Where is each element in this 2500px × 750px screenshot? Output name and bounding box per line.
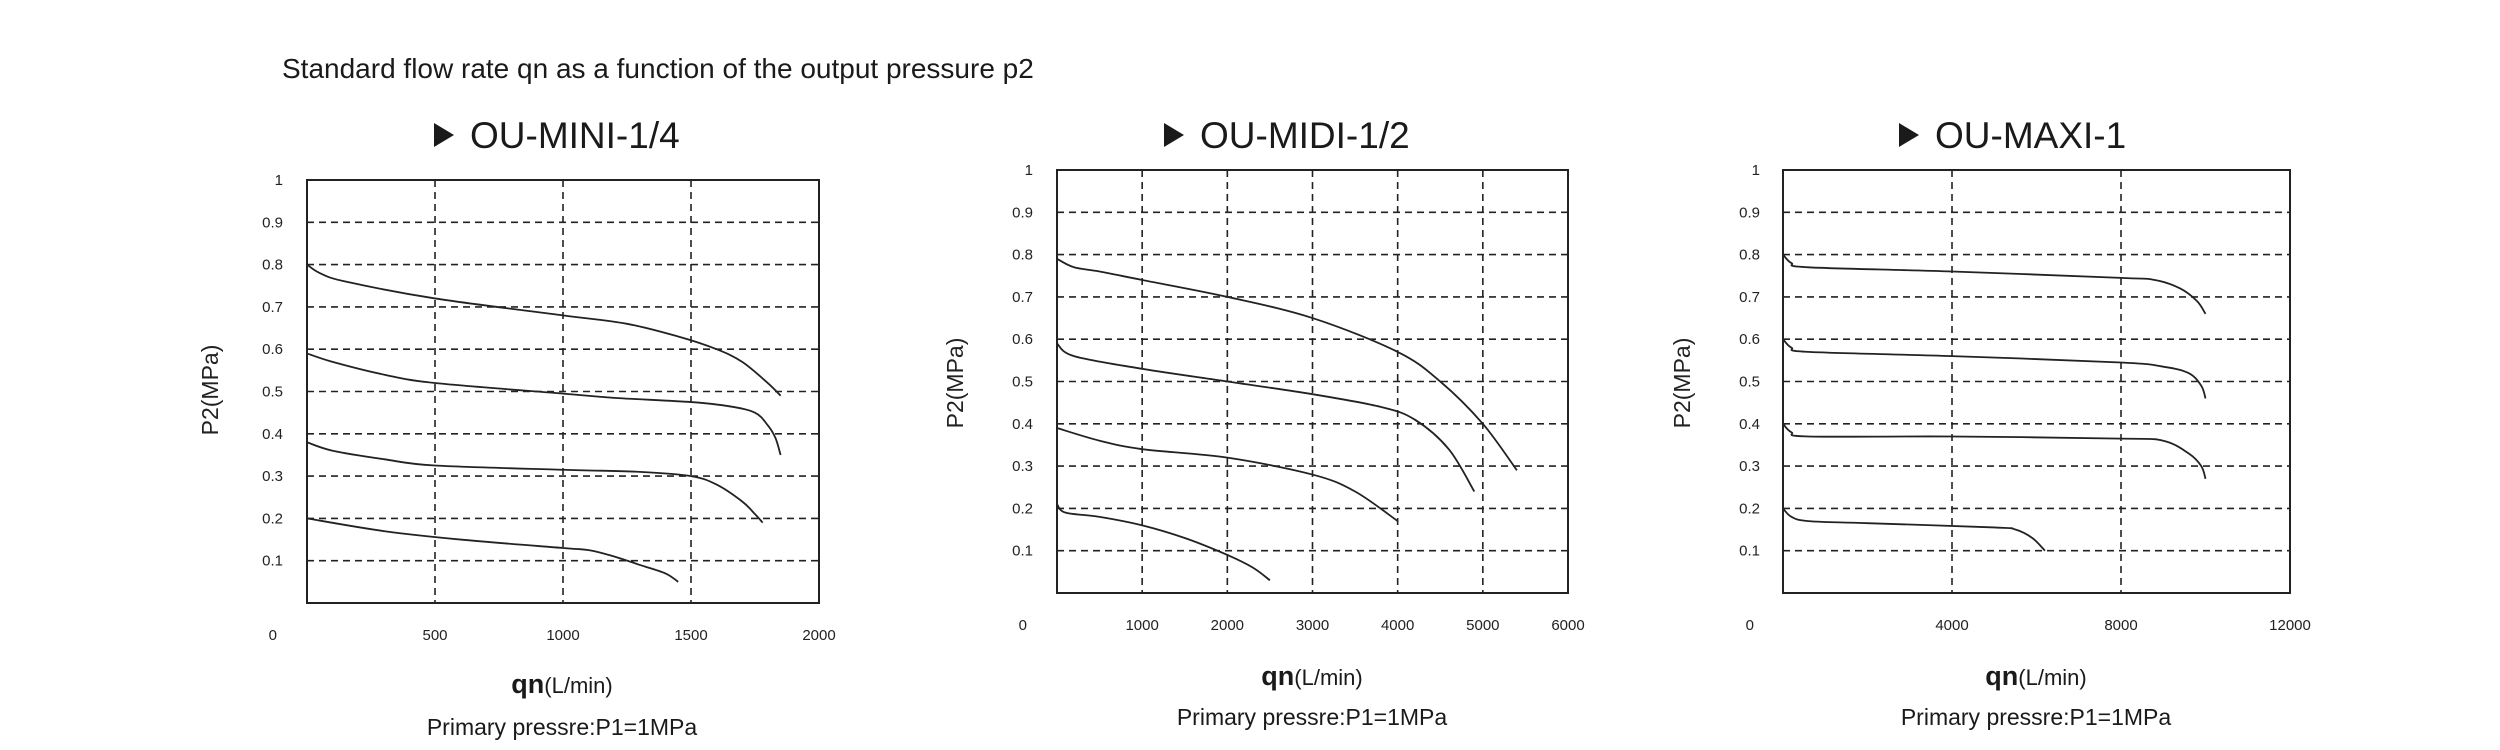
y-tick-label: 1 bbox=[1752, 162, 1760, 179]
plot-frame bbox=[1782, 169, 2291, 594]
x-axis-label: qn(L/min) bbox=[1261, 661, 1362, 691]
chart-title: OU-MAXI-1 bbox=[1935, 115, 2126, 156]
y-tick-label: 0.8 bbox=[1012, 247, 1033, 264]
y-tick-label: 0.4 bbox=[1739, 416, 1760, 433]
x-tick-label: 0 bbox=[269, 627, 277, 644]
y-axis-label: P2(MPa) bbox=[942, 338, 968, 429]
chart-panel-3: OU-MAXI-1 0.1 0.2 0.3 0.4 0.5 0.6 0.7 0.8 0.9 1 0 40… bbox=[1669, 115, 2311, 730]
title-bullet-icon bbox=[434, 123, 454, 147]
y-axis-label: P2(MPa) bbox=[1669, 338, 1695, 429]
chart-footnote: Primary pressre:P1=1MPa bbox=[1177, 704, 1448, 730]
y-tick-label: 0.1 bbox=[1012, 543, 1033, 560]
title-bullet-icon bbox=[1899, 123, 1919, 147]
y-tick-label: 0.9 bbox=[1739, 204, 1760, 221]
y-tick-label: 0.1 bbox=[1739, 543, 1760, 560]
plot-frame bbox=[306, 179, 820, 604]
y-tick-label: 1 bbox=[1025, 162, 1033, 179]
x-axis-label-symbol: qn bbox=[1261, 661, 1294, 691]
x-axis-label-symbol: qn bbox=[511, 669, 544, 699]
series-line-4 bbox=[1056, 503, 1271, 582]
y-tick-label: 0.8 bbox=[262, 257, 283, 274]
y-tick-label: 0.9 bbox=[262, 214, 283, 231]
y-tick-label: 0.5 bbox=[1012, 374, 1033, 391]
chart-title: OU-MINI-1/4 bbox=[470, 115, 680, 156]
y-tick-label: 0.2 bbox=[1012, 500, 1033, 517]
x-tick-label: 5000 bbox=[1466, 617, 1499, 634]
series-line-1 bbox=[1056, 258, 1518, 471]
y-tick-label: 0.4 bbox=[1012, 416, 1033, 433]
y-tick-label: 0.7 bbox=[262, 299, 283, 316]
y-axis-label: P2(MPa) bbox=[197, 345, 223, 436]
x-tick-label: 0 bbox=[1019, 617, 1027, 634]
x-axis-label-unit: (L/min) bbox=[1294, 665, 1362, 690]
x-tick-label: 1000 bbox=[546, 627, 579, 644]
series-line-2 bbox=[306, 352, 782, 456]
x-tick-label: 4000 bbox=[1935, 617, 1968, 634]
y-tick-label: 0.6 bbox=[1012, 331, 1033, 348]
chart-footnote: Primary pressre:P1=1MPa bbox=[427, 714, 698, 740]
x-tick-label: 4000 bbox=[1381, 617, 1414, 634]
title-bullet-icon bbox=[1164, 123, 1184, 147]
y-tick-label: 0.9 bbox=[1012, 204, 1033, 221]
y-tick-label: 0.4 bbox=[262, 426, 283, 443]
page-title: Standard flow rate qn as a function of t… bbox=[282, 53, 1034, 84]
x-tick-label: 3000 bbox=[1296, 617, 1329, 634]
y-tick-label: 0.5 bbox=[262, 384, 283, 401]
x-axis-label: qn(L/min) bbox=[511, 669, 612, 699]
y-tick-label: 0.7 bbox=[1012, 289, 1033, 306]
x-axis-label-unit: (L/min) bbox=[544, 673, 612, 698]
y-tick-label: 1 bbox=[275, 172, 283, 189]
series-line-1 bbox=[306, 263, 782, 397]
y-tick-label: 0.2 bbox=[1739, 500, 1760, 517]
x-tick-label: 1000 bbox=[1125, 617, 1158, 634]
y-tick-label: 0.6 bbox=[1739, 331, 1760, 348]
x-tick-label: 500 bbox=[422, 627, 447, 644]
y-tick-label: 0.5 bbox=[1739, 374, 1760, 391]
x-axis-label-unit: (L/min) bbox=[2018, 665, 2086, 690]
chart-panel-1: OU-MINI-1/40.10.20.30.40.50.60.70.80.910… bbox=[197, 115, 836, 740]
chart-footnote: Primary pressre:P1=1MPa bbox=[1901, 704, 2172, 730]
y-tick-label: 0.6 bbox=[262, 341, 283, 358]
y-tick-label: 0.3 bbox=[1739, 458, 1760, 475]
series-line-2 bbox=[1056, 342, 1476, 492]
x-tick-label: 8000 bbox=[2104, 617, 2137, 634]
plot-frame bbox=[1056, 169, 1569, 594]
series-line-3 bbox=[1782, 423, 2207, 480]
series-line-4 bbox=[1782, 507, 2046, 552]
x-tick-label: 6000 bbox=[1551, 617, 1584, 634]
x-tick-label: 12000 bbox=[2269, 617, 2311, 634]
series-line-3 bbox=[306, 441, 764, 524]
y-tick-label: 0.2 bbox=[262, 510, 283, 527]
series-line-2 bbox=[1782, 338, 2207, 399]
x-tick-label: 0 bbox=[1746, 617, 1754, 634]
y-tick-label: 0.1 bbox=[262, 553, 283, 570]
series-line-3 bbox=[1056, 427, 1399, 522]
x-tick-label: 2000 bbox=[1211, 617, 1244, 634]
x-axis-label-symbol: qn bbox=[1985, 661, 2018, 691]
x-axis-label: qn(L/min) bbox=[1985, 661, 2086, 691]
series-line-4 bbox=[306, 517, 679, 583]
y-tick-label: 0.3 bbox=[1012, 458, 1033, 475]
x-tick-label: 1500 bbox=[674, 627, 707, 644]
chart-title: OU-MIDI-1/2 bbox=[1200, 115, 1410, 156]
series-line-1 bbox=[1782, 253, 2207, 315]
x-tick-label: 2000 bbox=[802, 627, 835, 644]
y-tick-label: 0.7 bbox=[1739, 289, 1760, 306]
y-tick-label: 0.3 bbox=[262, 468, 283, 485]
chart-panel-2: OU-MIDI-1/20.10.20.30.40.50.60.70.80.910… bbox=[942, 115, 1585, 730]
y-tick-label: 0.8 bbox=[1739, 247, 1760, 264]
